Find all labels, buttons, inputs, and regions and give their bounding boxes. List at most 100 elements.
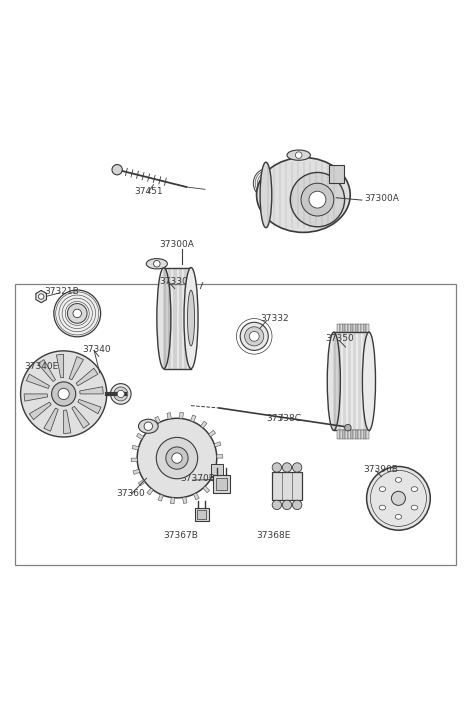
Ellipse shape (184, 268, 198, 369)
Bar (337, 324, 340, 332)
Polygon shape (131, 458, 137, 462)
Circle shape (54, 290, 101, 337)
Text: 37451: 37451 (134, 187, 163, 196)
Bar (211, 464, 222, 475)
Ellipse shape (257, 158, 350, 233)
Bar (197, 510, 206, 518)
Ellipse shape (395, 515, 402, 519)
Circle shape (292, 500, 302, 510)
Bar (366, 430, 369, 439)
Polygon shape (217, 454, 223, 458)
Bar (353, 324, 356, 332)
Circle shape (67, 304, 87, 324)
Bar (345, 430, 348, 439)
Ellipse shape (411, 487, 418, 491)
Polygon shape (78, 399, 101, 414)
Polygon shape (194, 493, 199, 500)
Circle shape (21, 351, 107, 437)
Circle shape (137, 418, 217, 498)
Polygon shape (38, 360, 56, 382)
Text: 37390B: 37390B (363, 465, 398, 474)
Circle shape (172, 453, 182, 463)
Circle shape (295, 152, 302, 158)
Bar (329, 164, 344, 183)
Ellipse shape (187, 290, 195, 346)
Circle shape (112, 164, 122, 174)
Polygon shape (36, 291, 47, 302)
Circle shape (253, 168, 283, 198)
Text: 37370B: 37370B (181, 475, 216, 483)
Ellipse shape (411, 505, 418, 510)
Circle shape (262, 177, 275, 190)
Ellipse shape (287, 150, 310, 160)
Ellipse shape (379, 505, 386, 510)
Polygon shape (26, 374, 49, 388)
Text: 37340: 37340 (82, 345, 111, 354)
Polygon shape (144, 423, 151, 430)
Bar (216, 478, 227, 490)
Ellipse shape (138, 419, 158, 433)
Polygon shape (72, 406, 89, 428)
Polygon shape (191, 415, 196, 422)
Bar (356, 324, 358, 332)
Text: 37330E: 37330E (160, 277, 194, 286)
Circle shape (272, 500, 282, 510)
Polygon shape (137, 433, 144, 439)
Bar (364, 430, 366, 439)
Circle shape (290, 172, 345, 227)
Ellipse shape (379, 487, 386, 491)
Text: 37367B: 37367B (163, 531, 198, 539)
Circle shape (39, 294, 44, 300)
Polygon shape (211, 477, 218, 483)
Circle shape (240, 322, 268, 350)
Polygon shape (29, 402, 51, 419)
Text: 37360: 37360 (116, 489, 145, 497)
Circle shape (144, 422, 153, 430)
Circle shape (301, 183, 334, 216)
Ellipse shape (327, 332, 341, 430)
Circle shape (266, 180, 271, 186)
Polygon shape (147, 488, 154, 495)
Circle shape (391, 491, 406, 505)
Bar (361, 324, 364, 332)
Circle shape (154, 260, 160, 267)
Circle shape (282, 463, 292, 472)
Ellipse shape (395, 478, 402, 482)
Circle shape (52, 382, 76, 406)
Polygon shape (167, 413, 171, 419)
Polygon shape (171, 497, 174, 504)
Bar (342, 430, 345, 439)
Circle shape (309, 191, 326, 208)
Circle shape (345, 425, 351, 431)
Text: 37321B: 37321B (44, 287, 79, 296)
Polygon shape (214, 442, 221, 447)
Bar (195, 507, 209, 521)
Polygon shape (154, 417, 161, 423)
Bar (16, 284, 455, 565)
Circle shape (73, 309, 81, 318)
Bar (353, 430, 356, 439)
Bar (358, 430, 361, 439)
Ellipse shape (157, 268, 171, 369)
Circle shape (249, 332, 259, 341)
Polygon shape (57, 354, 64, 378)
Text: 37300A: 37300A (160, 241, 195, 249)
Text: 37338C: 37338C (267, 414, 301, 423)
Circle shape (58, 388, 69, 400)
Ellipse shape (260, 162, 272, 228)
Polygon shape (69, 356, 83, 379)
Circle shape (366, 467, 430, 530)
Circle shape (282, 500, 292, 510)
Ellipse shape (146, 259, 167, 269)
Text: 37332: 37332 (260, 314, 288, 324)
Polygon shape (76, 368, 98, 386)
Bar (340, 430, 342, 439)
Polygon shape (183, 497, 187, 504)
Polygon shape (80, 387, 103, 394)
Bar (340, 324, 342, 332)
Bar (337, 430, 340, 439)
Bar (272, 472, 302, 500)
Text: 37368E: 37368E (257, 531, 291, 539)
Polygon shape (24, 394, 48, 401)
Circle shape (156, 438, 198, 479)
